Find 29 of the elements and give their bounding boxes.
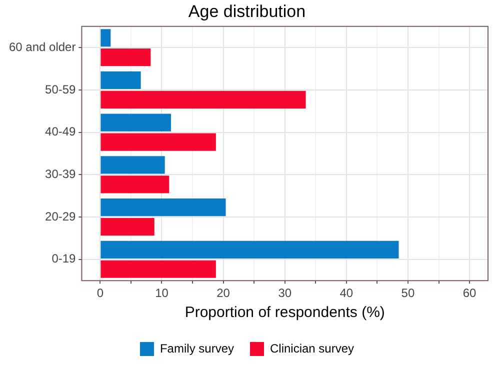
- bar: [100, 71, 141, 89]
- bar: [100, 90, 306, 108]
- y-tick-label: 30-39: [45, 166, 76, 181]
- x-tick-label: 10: [155, 286, 169, 300]
- x-tick-label: 0: [96, 286, 104, 300]
- legend-label: Clinician survey: [270, 341, 354, 356]
- bar: [100, 218, 154, 236]
- x-tick-label: 60: [462, 286, 477, 300]
- y-tick-label: 20-29: [45, 209, 76, 224]
- bar: [100, 114, 171, 132]
- bar: [100, 133, 216, 151]
- x-tick-label: 40: [340, 286, 354, 300]
- x-axis-title: Proportion of respondents (%): [184, 304, 385, 322]
- legend-label: Family survey: [160, 341, 234, 356]
- bar: [100, 156, 165, 174]
- x-tick-label: 50: [401, 286, 415, 300]
- x-tick-label: 20: [216, 286, 230, 300]
- bar: [100, 198, 226, 216]
- bar: [100, 48, 151, 66]
- y-tick-label: 60 and older: [8, 40, 76, 54]
- bar: [100, 240, 399, 258]
- bar: [100, 29, 111, 47]
- bar: [100, 176, 170, 194]
- chart-title: Age distribution: [188, 2, 306, 21]
- y-tick-label: 0-19: [52, 252, 76, 266]
- y-tick-label: 50-59: [45, 82, 76, 96]
- x-tick-label: 30: [278, 286, 292, 300]
- y-tick-label: 40-49: [45, 124, 76, 139]
- bar: [100, 260, 216, 278]
